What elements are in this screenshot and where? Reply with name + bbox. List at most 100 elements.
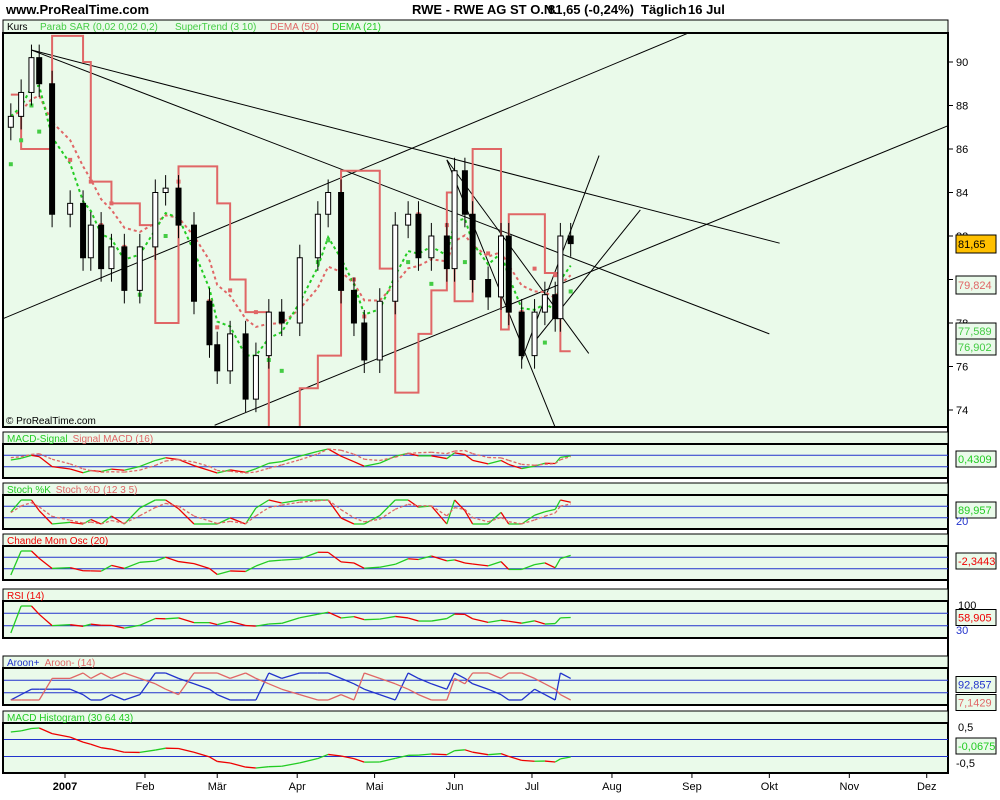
- stoch-series-segment: [111, 519, 125, 524]
- rsi-value: 58,905: [958, 613, 992, 625]
- macdhist-series-segment: [20, 727, 32, 732]
- time-tick-label: Jun: [446, 781, 464, 793]
- aroon-series-segment: [229, 672, 246, 680]
- sar-dot: [109, 201, 114, 206]
- aroon-series-segment: [353, 672, 365, 701]
- chande-series-segment: [217, 570, 231, 576]
- chande-series-segment: [31, 550, 40, 559]
- aroon-series-segment: [139, 677, 156, 685]
- aroon-series-segment: [281, 672, 300, 680]
- aroon-series-segment: [100, 694, 112, 701]
- macd-series-segment: [111, 468, 125, 471]
- rsi-series-segment: [245, 624, 256, 627]
- macdhist-series-segment: [544, 760, 556, 763]
- stoch-series-segment: [139, 506, 156, 517]
- aroon-series-segment: [418, 677, 432, 685]
- aroon-series-segment: [124, 693, 141, 701]
- stoch-series-segment: [454, 499, 466, 512]
- macdhist-series-segment: [69, 736, 84, 743]
- candle-body: [108, 246, 115, 270]
- macdhist-series-segment: [340, 755, 355, 760]
- chande-title-bar: [2, 533, 949, 547]
- sar-dot: [568, 289, 573, 294]
- rsi-value-box: [955, 609, 997, 626]
- candle-body: [214, 344, 221, 372]
- period: Täglich: [641, 2, 687, 17]
- macd-series-segment: [317, 448, 329, 453]
- candle-body: [552, 294, 559, 320]
- aroon-series-segment: [364, 688, 380, 696]
- aroon-series-segment: [454, 677, 466, 685]
- macd-series-segment: [69, 468, 84, 474]
- macd-series-segment: [472, 452, 489, 459]
- stoch-title: Stoch %K: [7, 485, 51, 496]
- macdhist-series-segment: [418, 753, 432, 756]
- chande-series-segment: [353, 562, 365, 569]
- sar-dot: [486, 251, 491, 256]
- macd-series-segment: [124, 465, 140, 471]
- chande-series-segment: [394, 558, 409, 565]
- aroon-series-segment: [327, 694, 342, 701]
- macd-series-segment: [245, 471, 256, 474]
- stoch-panel: [2, 494, 949, 530]
- chande-series-segment: [52, 566, 71, 570]
- stoch-series-segment: [38, 510, 53, 525]
- aroon-series-segment: [165, 672, 179, 679]
- chande-series-segment: [487, 561, 502, 567]
- chande-series-segment: [544, 562, 556, 569]
- stoch-series-segment: [38, 506, 53, 517]
- aroon-series-segment: [487, 688, 502, 696]
- stoch-series-segment: [255, 507, 270, 517]
- sar-dot: [19, 138, 24, 143]
- aroon-series-segment: [216, 672, 231, 679]
- macdhist-value-box: [955, 737, 997, 755]
- stoch-series-segment: [10, 505, 22, 514]
- candle-body: [191, 224, 197, 302]
- aroon-series-segment: [464, 677, 474, 685]
- time-tick-label: Okt: [761, 781, 778, 793]
- sar-dot: [163, 234, 168, 238]
- macd-series-segment: [327, 448, 342, 457]
- candle-body: [152, 192, 159, 248]
- macd-series-segment: [364, 462, 380, 467]
- macdhist-series-segment: [464, 749, 473, 753]
- stoch-series-segment: [472, 517, 489, 523]
- stoch-series-segment: [139, 499, 156, 509]
- stoch-series-segment: [193, 515, 210, 522]
- supertrend-value-box: [955, 338, 997, 356]
- candle-body: [415, 213, 422, 259]
- stoch-series-segment: [327, 499, 342, 511]
- macd-series-segment: [508, 463, 522, 470]
- macd-series-segment: [560, 455, 571, 459]
- time-tick-label: Feb: [135, 781, 154, 793]
- candle-body: [227, 333, 234, 372]
- macd-value-box: [955, 450, 997, 468]
- aroon-series-segment: [544, 694, 556, 701]
- legend-sar: Parab SAR (0,02 0,02 0,2): [40, 22, 158, 33]
- stoch-series-segment: [20, 501, 32, 507]
- sar-dot: [88, 179, 93, 184]
- aroon-value2: 7,1429: [958, 698, 992, 710]
- macd-series-segment: [255, 467, 270, 473]
- macdhist-bottom-label: -0,5: [956, 758, 975, 770]
- chande-series-segment: [364, 566, 380, 569]
- rsi-series-segment: [353, 616, 365, 621]
- aroon-value2-box: [955, 694, 997, 711]
- stoch-series-segment: [100, 515, 112, 525]
- macdhist-series-segment: [101, 747, 112, 750]
- site-title: www.ProRealTime.com: [5, 2, 149, 17]
- macd-series-segment: [100, 468, 112, 473]
- stoch-series-segment: [340, 509, 355, 519]
- macdhist-series-segment: [446, 750, 455, 756]
- aroon-series-segment: [165, 688, 179, 696]
- stoch-series-segment: [30, 499, 40, 512]
- price-tick-label: 90: [956, 57, 968, 69]
- macd-series-segment: [155, 460, 166, 467]
- macd-series-segment: [500, 459, 510, 466]
- price-tick-label: 74: [956, 405, 968, 417]
- macdhist-series-segment: [472, 751, 489, 756]
- macd-series-segment: [446, 450, 455, 455]
- price-tick-label: 86: [956, 144, 968, 156]
- macdhist-series-segment: [229, 762, 246, 768]
- macd-series-segment: [521, 465, 535, 470]
